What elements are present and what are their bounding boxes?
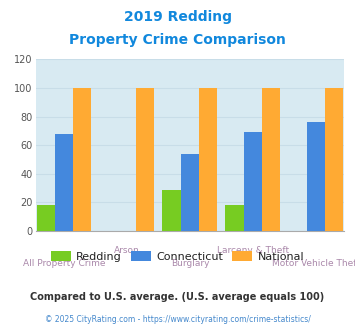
Bar	[307, 122, 325, 231]
Text: Arson: Arson	[114, 246, 140, 255]
Bar	[225, 205, 244, 231]
Bar	[37, 205, 55, 231]
Text: All Property Crime: All Property Crime	[23, 259, 105, 268]
Text: Larceny & Theft: Larceny & Theft	[217, 246, 289, 255]
Bar	[199, 88, 217, 231]
Bar	[73, 88, 91, 231]
Bar	[163, 189, 181, 231]
Bar	[244, 132, 262, 231]
Text: Burglary: Burglary	[171, 259, 209, 268]
Text: Compared to U.S. average. (U.S. average equals 100): Compared to U.S. average. (U.S. average …	[31, 292, 324, 302]
Bar	[55, 134, 73, 231]
Bar	[325, 88, 343, 231]
Bar	[181, 154, 199, 231]
Text: Motor Vehicle Theft: Motor Vehicle Theft	[272, 259, 355, 268]
Text: Property Crime Comparison: Property Crime Comparison	[69, 33, 286, 47]
Bar	[136, 88, 154, 231]
Bar	[262, 88, 280, 231]
Text: 2019 Redding: 2019 Redding	[124, 10, 231, 24]
Text: © 2025 CityRating.com - https://www.cityrating.com/crime-statistics/: © 2025 CityRating.com - https://www.city…	[45, 315, 310, 324]
Legend: Redding, Connecticut, National: Redding, Connecticut, National	[46, 247, 309, 267]
